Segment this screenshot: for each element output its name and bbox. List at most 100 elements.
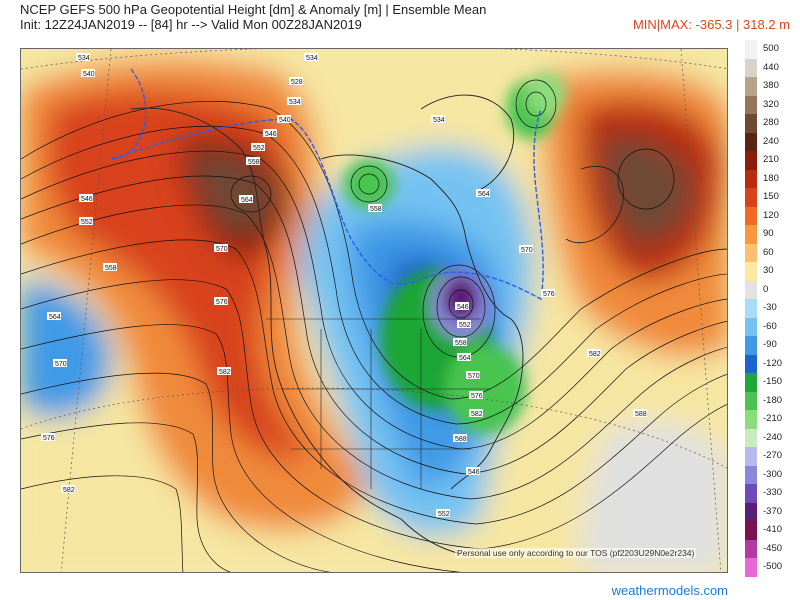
legend-label: -410 bbox=[763, 524, 783, 535]
contour-label: 552 bbox=[253, 145, 265, 152]
min-max-readout: MIN|MAX: -365.3 | 318.2 m bbox=[632, 17, 790, 32]
legend-entry: -90 bbox=[745, 336, 800, 355]
contour-label: 558 bbox=[105, 265, 117, 272]
legend-label: -500 bbox=[763, 561, 783, 572]
legend-swatch bbox=[745, 243, 757, 262]
brand-link[interactable]: weathermodels.com bbox=[611, 583, 728, 598]
anomaly-shading bbox=[21, 49, 727, 572]
legend-label: 210 bbox=[763, 154, 779, 165]
legend-swatch bbox=[745, 447, 757, 466]
legend-entry: -180 bbox=[745, 391, 800, 410]
legend-swatch bbox=[745, 58, 757, 77]
legend-entry: 60 bbox=[745, 243, 800, 262]
contour-label: 570 bbox=[55, 361, 67, 368]
legend-swatch bbox=[745, 280, 757, 299]
legend-label: -210 bbox=[763, 413, 783, 424]
contour-label: 540 bbox=[83, 71, 95, 78]
contour-label: 588 bbox=[455, 436, 467, 443]
legend-swatch bbox=[745, 373, 757, 392]
legend-label: 120 bbox=[763, 209, 779, 221]
legend-label: -120 bbox=[763, 357, 783, 369]
legend-label: -300 bbox=[763, 468, 783, 480]
contour-label: 576 bbox=[216, 299, 228, 306]
legend-entry: 320 bbox=[745, 95, 800, 114]
reference-contour bbox=[110, 68, 544, 301]
legend-swatch bbox=[745, 188, 757, 207]
contour-label: 576 bbox=[471, 393, 483, 400]
legend-label: 500 bbox=[763, 43, 779, 54]
contour-label: 546 bbox=[468, 469, 480, 476]
legend-label: 380 bbox=[763, 80, 779, 91]
legend-swatch bbox=[745, 262, 757, 281]
contour-label: 582 bbox=[63, 487, 75, 494]
legend-entry: -270 bbox=[745, 447, 800, 466]
legend-swatch bbox=[745, 502, 757, 521]
legend-label: 240 bbox=[763, 135, 779, 147]
contour-label: 534 bbox=[433, 117, 445, 124]
legend-entry: -60 bbox=[745, 317, 800, 336]
contour-label: 546 bbox=[457, 304, 469, 311]
legend-entry: 150 bbox=[745, 188, 800, 207]
height-contours bbox=[21, 79, 727, 572]
legend-entry: 280 bbox=[745, 114, 800, 133]
legend-label: -150 bbox=[763, 376, 783, 387]
legend-entry: 30 bbox=[745, 262, 800, 281]
legend-entry: 500 bbox=[745, 40, 800, 59]
contour-label: 588 bbox=[635, 411, 647, 418]
legend-label: 280 bbox=[763, 117, 779, 128]
contour-label: 564 bbox=[478, 191, 490, 198]
legend-entry: -370 bbox=[745, 502, 800, 521]
legend-swatch bbox=[745, 151, 757, 170]
contour-labels: 534 528 534 540 546 552 558 564 570 576 … bbox=[41, 53, 647, 518]
legend-entry: -300 bbox=[745, 465, 800, 484]
legend-swatch bbox=[745, 317, 757, 336]
contour-label: 558 bbox=[455, 340, 467, 347]
legend-label: -90 bbox=[763, 339, 777, 350]
legend-swatch bbox=[745, 77, 757, 96]
legend-swatch bbox=[745, 40, 757, 59]
coastlines bbox=[130, 94, 625, 555]
legend-swatch bbox=[745, 521, 757, 540]
contour-label: 552 bbox=[459, 322, 471, 329]
legend-label: -330 bbox=[763, 487, 783, 498]
legend-swatch bbox=[745, 206, 757, 225]
legend-entry: -210 bbox=[745, 410, 800, 429]
contour-label: 576 bbox=[43, 435, 55, 442]
contour-label: 552 bbox=[438, 511, 450, 518]
legend-swatch bbox=[745, 391, 757, 410]
legend-entry: -240 bbox=[745, 428, 800, 447]
contour-label: 540 bbox=[279, 117, 291, 124]
contour-label: 552 bbox=[81, 219, 93, 226]
legend-entry: -30 bbox=[745, 299, 800, 318]
legend-entry: 240 bbox=[745, 132, 800, 151]
legend-entry: 440 bbox=[745, 58, 800, 77]
legend-entry: 210 bbox=[745, 151, 800, 170]
legend-entry: 120 bbox=[745, 206, 800, 225]
legend-label: 150 bbox=[763, 191, 779, 202]
legend-label: -180 bbox=[763, 394, 783, 406]
legend-swatch bbox=[745, 484, 757, 503]
contour-label: 564 bbox=[241, 197, 253, 204]
map-title: NCEP GEFS 500 hPa Geopotential Height [d… bbox=[20, 2, 487, 17]
legend-label: -240 bbox=[763, 431, 783, 443]
graticule-lines bbox=[21, 49, 727, 572]
legend-label: 180 bbox=[763, 172, 779, 184]
legend-swatch bbox=[745, 539, 757, 558]
legend-swatch bbox=[745, 558, 757, 577]
legend-label: 320 bbox=[763, 98, 779, 110]
contour-label: 558 bbox=[370, 206, 382, 213]
legend-entry: -120 bbox=[745, 354, 800, 373]
map-canvas: 534 528 534 540 546 552 558 564 570 576 … bbox=[21, 49, 727, 572]
legend-entry: -500 bbox=[745, 558, 800, 577]
legend-entry: 380 bbox=[745, 77, 800, 96]
contour-label: 570 bbox=[216, 246, 228, 253]
contour-label: 546 bbox=[81, 196, 93, 203]
tos-notice: Personal use only according to our TOS (… bbox=[455, 548, 697, 558]
legend-entry: 180 bbox=[745, 169, 800, 188]
legend-swatch bbox=[745, 169, 757, 188]
legend-entry: -150 bbox=[745, 373, 800, 392]
legend-entry: 90 bbox=[745, 225, 800, 244]
contour-label: 570 bbox=[468, 373, 480, 380]
contour-label: 558 bbox=[248, 159, 260, 166]
legend-swatch bbox=[745, 132, 757, 151]
